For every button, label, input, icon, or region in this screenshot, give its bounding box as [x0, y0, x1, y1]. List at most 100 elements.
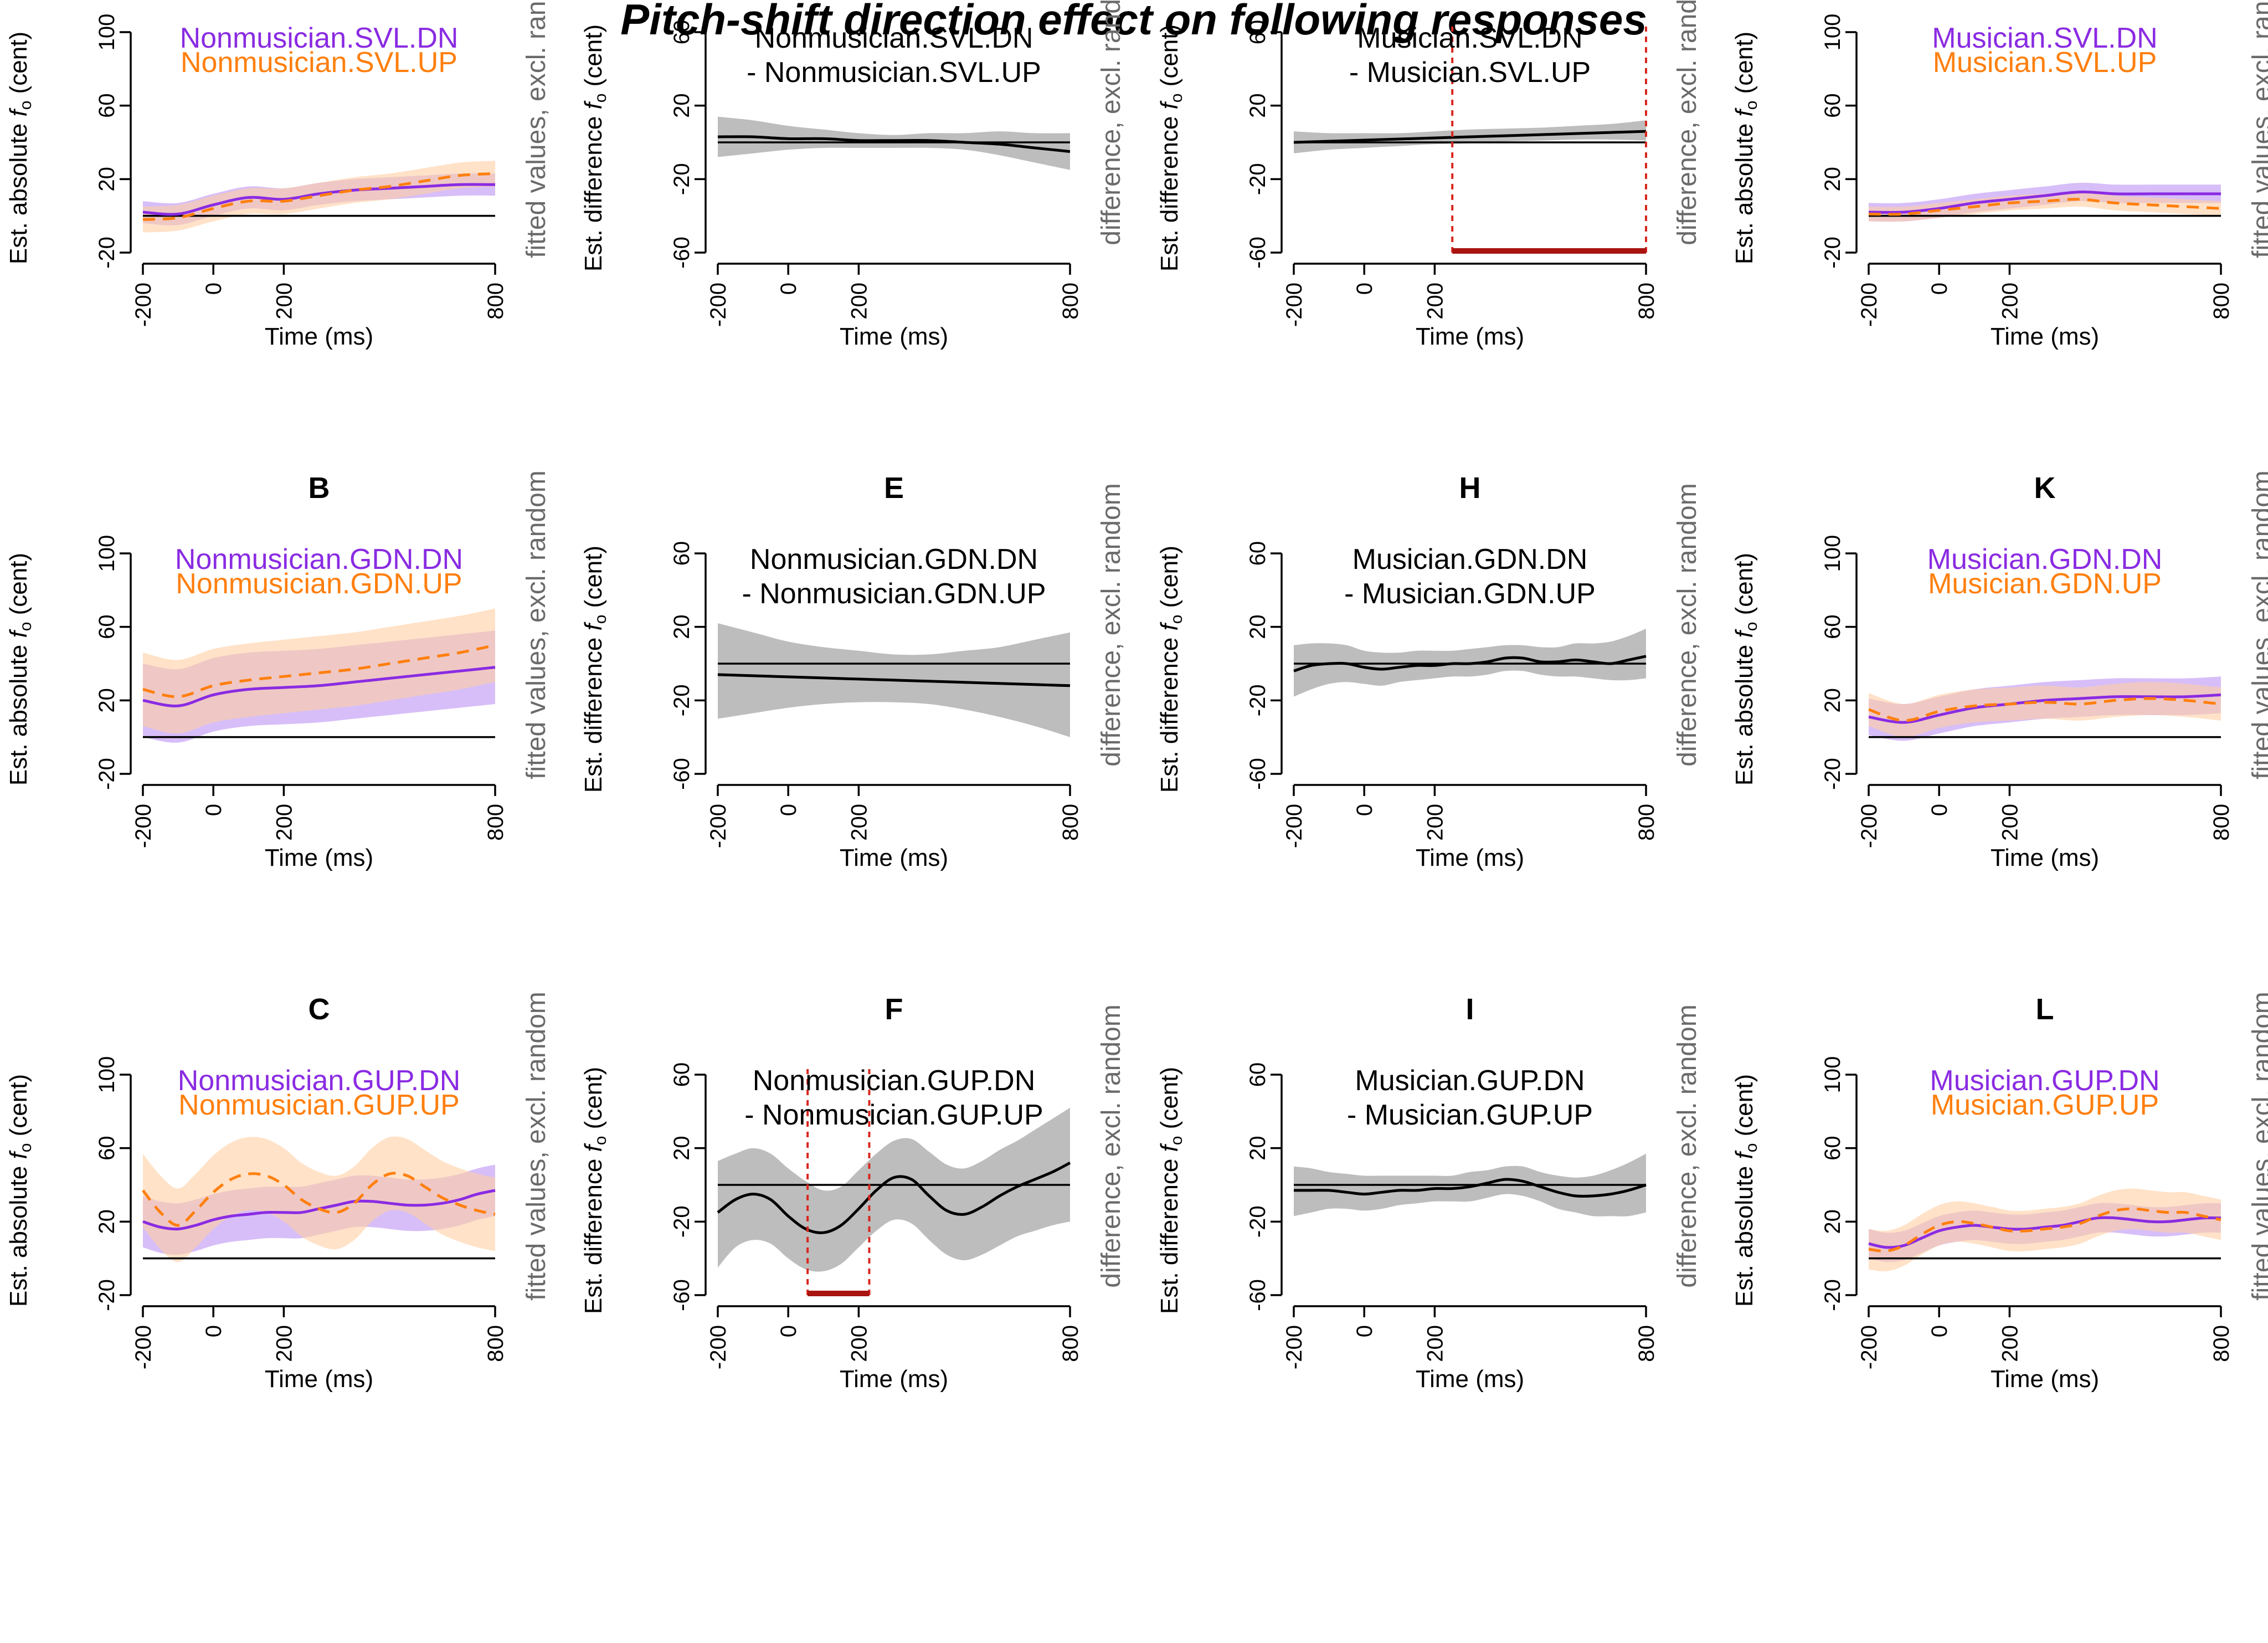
confidence-band — [143, 1136, 495, 1262]
y-tick-label: -20 — [1246, 684, 1270, 716]
x-axis-label: Time (ms) — [1416, 844, 1524, 871]
x-tick-label: 0 — [1352, 283, 1377, 295]
y-tick-label: 100 — [95, 535, 119, 572]
legend-entry-up: Musician.GDN.UP — [1928, 568, 2162, 600]
x-tick-label: 0 — [202, 1325, 226, 1337]
difference-label-line1: Musician.GUP.DN — [1355, 1065, 1585, 1097]
y-tick-label: -20 — [670, 684, 694, 716]
legend-entry-dn: Musician.GUP.DN — [1930, 1065, 2159, 1097]
legend-entry-dn: Nonmusician.GDN.DN — [175, 543, 463, 576]
x-tick-label: 800 — [1058, 1325, 1083, 1362]
y-label-suffix: (cent) — [580, 1067, 607, 1136]
y-tick-label: 60 — [670, 20, 694, 45]
x-tick-label: 800 — [2209, 804, 2234, 841]
series-line-dn — [1868, 191, 2221, 214]
legend-entry-dn: Nonmusician.SVL.DN — [180, 22, 459, 54]
difference-label-line1: Nonmusician.GDN.DN — [750, 543, 1038, 576]
y-axis-label: Est. absolute fo (cent) — [1731, 32, 1761, 264]
x-axis-label: Time (ms) — [840, 1365, 948, 1393]
y-label-suffix: (cent) — [1731, 553, 1758, 622]
x-tick-label: 0 — [776, 804, 801, 816]
x-tick-label: 800 — [2209, 1325, 2234, 1362]
panel-letter: E — [884, 471, 904, 505]
y-tick-label: -60 — [670, 237, 694, 269]
x-tick-label: 800 — [1634, 283, 1659, 320]
x-tick-label: 0 — [1352, 804, 1377, 816]
x-tick-label: -200 — [1282, 804, 1307, 848]
series-line-up — [1868, 697, 2221, 722]
side-label: difference, excl. random — [1097, 0, 1126, 245]
x-tick-label: -200 — [706, 1325, 731, 1369]
panel-i: I -200 0 200 800 -60 -20 20 60 Time (ms) Est. diff… — [1156, 993, 1702, 1393]
panel-letter: H — [1459, 471, 1481, 505]
y-tick-label: 20 — [1820, 167, 1845, 192]
y-label-prefix: Est. absolute — [5, 1159, 32, 1307]
y-label-subscript: o — [1742, 1143, 1761, 1153]
x-tick-label: -200 — [131, 283, 156, 327]
y-tick-label: -20 — [95, 1279, 119, 1311]
y-tick-label: -20 — [1246, 163, 1270, 195]
x-tick-label: 200 — [1998, 1325, 2022, 1362]
difference-label-line1: Musician.SVL.DN — [1357, 22, 1582, 54]
x-tick-label: 200 — [1423, 1325, 1447, 1362]
y-label-suffix: (cent) — [1156, 24, 1183, 94]
x-tick-label: 800 — [2209, 283, 2234, 320]
x-tick-label: 200 — [272, 1325, 296, 1362]
y-label-prefix: Est. absolute — [1731, 117, 1758, 265]
y-tick-label: -60 — [670, 1279, 694, 1311]
x-tick-label: 0 — [1927, 1325, 1952, 1337]
difference-label-line2: - Nonmusician.SVL.UP — [747, 57, 1041, 89]
y-label-subscript: o — [1168, 1136, 1186, 1146]
panel-letter: I — [1465, 993, 1474, 1026]
y-axis-label: Est. absolute fo (cent) — [1731, 1074, 1761, 1307]
y-tick-label: -20 — [95, 237, 119, 269]
y-label-suffix: (cent) — [5, 32, 32, 101]
y-label-prefix: Est. difference — [1156, 109, 1183, 271]
x-tick-label: -200 — [131, 1325, 156, 1369]
panel-h: H -200 0 200 800 -60 -20 20 60 Time (ms) Est. diff… — [1156, 471, 1702, 871]
y-tick-label: 20 — [670, 93, 694, 118]
x-tick-label: 0 — [202, 283, 226, 295]
x-tick-label: -200 — [1857, 804, 1881, 848]
panel-letter: L — [2036, 993, 2054, 1026]
y-label-suffix: (cent) — [1156, 1067, 1183, 1136]
x-tick-label: 0 — [1352, 1325, 1377, 1337]
series-line-dn — [1868, 1216, 2221, 1249]
y-axis-label: Est. absolute fo (cent) — [1731, 553, 1761, 785]
x-tick-label: -200 — [1857, 283, 1881, 327]
y-label-subscript: o — [592, 1136, 610, 1146]
x-tick-label: 800 — [1058, 804, 1083, 841]
difference-line — [1293, 1178, 1647, 1198]
series-line-dn — [142, 666, 496, 707]
y-label-subscript: o — [17, 101, 35, 110]
panel-b: B -200 0 200 800 -20 20 60 100 Time (ms) Est. abso… — [5, 470, 551, 871]
y-label-suffix: (cent) — [1156, 546, 1183, 615]
panel-letter: C — [308, 993, 330, 1026]
y-label-subscript: o — [592, 94, 610, 103]
difference-label-line2: - Musician.GUP.UP — [1347, 1099, 1593, 1131]
y-label-subscript: o — [1742, 101, 1761, 110]
x-tick-label: 800 — [484, 804, 508, 841]
y-tick-label: -60 — [1246, 758, 1270, 790]
y-tick-label: 60 — [1820, 1136, 1845, 1161]
x-axis-label: Time (ms) — [1416, 1365, 1524, 1393]
y-axis-label: Est. difference fo (cent) — [1156, 1067, 1186, 1314]
series-line-up — [142, 172, 496, 221]
y-label-subscript: o — [1168, 615, 1186, 624]
x-tick-label: 800 — [484, 283, 508, 320]
difference-label-line1: Musician.GDN.DN — [1352, 543, 1588, 576]
y-tick-label: 20 — [1246, 614, 1270, 639]
x-axis-label: Time (ms) — [1416, 323, 1524, 350]
x-tick-label: 0 — [1927, 283, 1952, 295]
y-tick-label: -20 — [1820, 237, 1845, 269]
y-tick-label: 20 — [1246, 93, 1270, 118]
y-label-prefix: Est. difference — [1156, 1152, 1183, 1314]
y-tick-label: -60 — [670, 758, 694, 790]
y-tick-label: 60 — [1246, 20, 1270, 45]
figure-title: Pitch-shift direction effect on followin… — [620, 0, 1647, 44]
y-label-suffix: (cent) — [580, 24, 607, 94]
y-label-suffix: (cent) — [580, 546, 607, 615]
y-tick-label: 60 — [670, 541, 694, 566]
